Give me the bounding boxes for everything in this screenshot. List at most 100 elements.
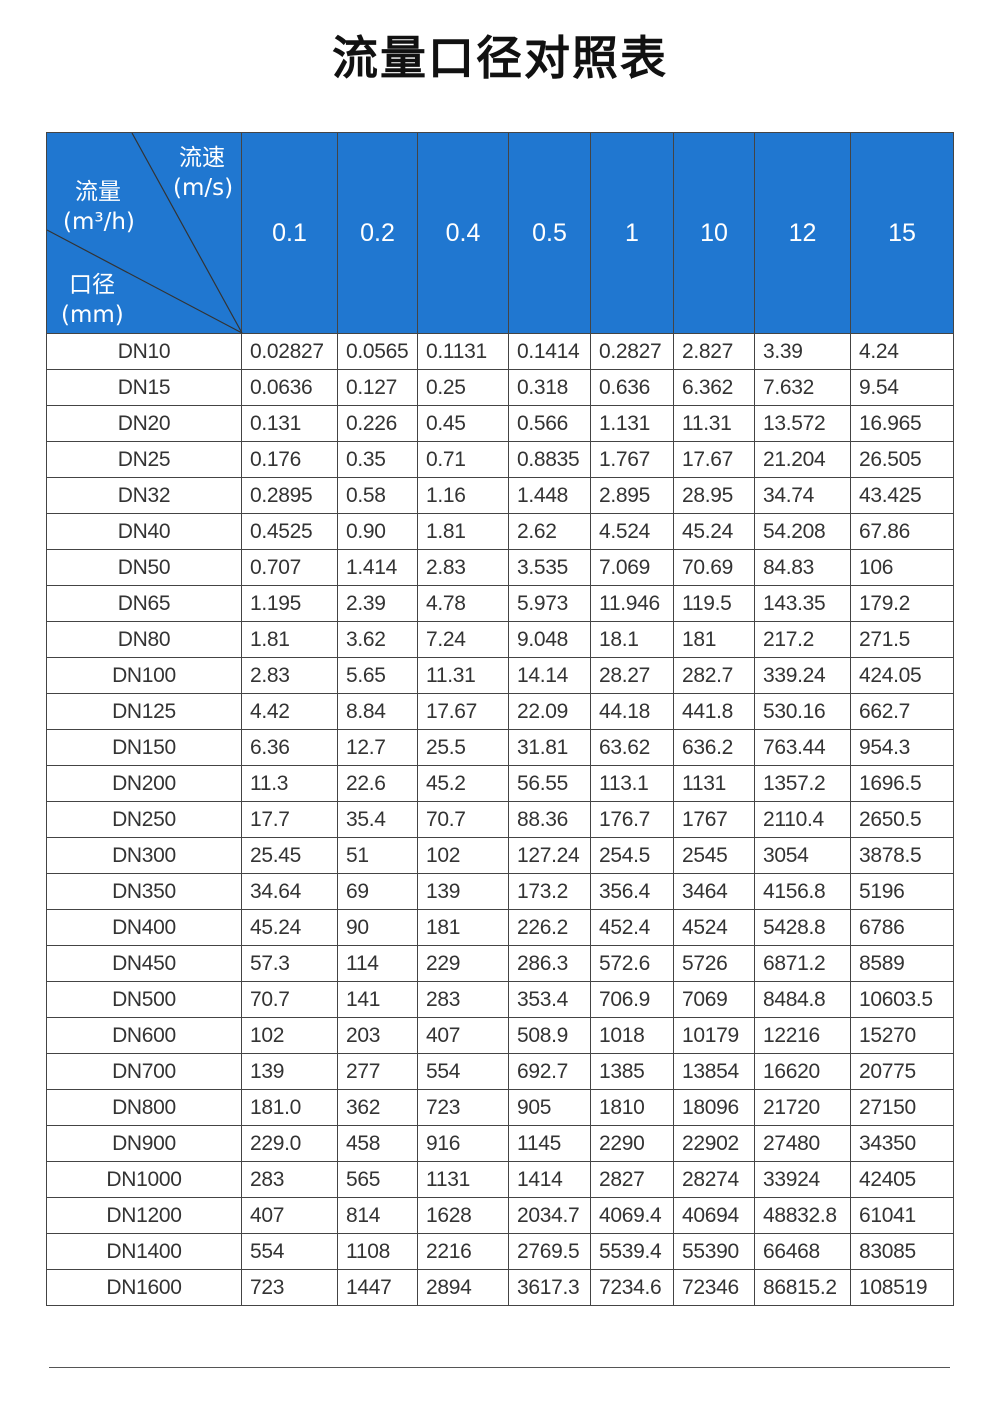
bottom-divider [49,1367,950,1368]
corner-header-cell: 流速 (m/s) 流量 (m³/h) 口径 (mm) [46,132,243,334]
flow-value-cell: 2216 [417,1233,509,1270]
flow-value-cell: 88.36 [508,801,591,838]
flow-value-cell: 27480 [754,1125,851,1162]
table-row: DN80 1.81 3.62 7.24 9.048 18.1 181 217.2 271.5 [46,621,954,658]
flow-value-cell: 21.204 [754,441,851,478]
diameter-cell: DN20 [46,405,242,442]
flow-value-cell: 0.636 [590,369,674,406]
flow-value-cell: 17.7 [241,801,338,838]
table-row: DN25 0.176 0.35 0.71 0.8835 1.767 17.67 21.204 2… [46,441,954,478]
table-row: DN700 139 277 554 692.7 1385 13854 16620 20775 [46,1053,954,1090]
flow-value-cell: 28274 [673,1161,755,1198]
flow-value-cell: 86815.2 [754,1269,851,1306]
diameter-cell: DN700 [46,1053,242,1090]
flow-value-cell: 28.27 [590,657,674,694]
page-title: 流量口径对照表 [332,31,668,85]
flow-value-cell: 22902 [673,1125,755,1162]
flow-value-cell: 554 [417,1053,509,1090]
flow-value-cell: 176.7 [590,801,674,838]
flow-value-cell: 217.2 [754,621,851,658]
diameter-cell: DN150 [46,729,242,766]
flow-value-cell: 1018 [590,1017,674,1054]
table-row: DN400 45.24 90 181 226.2 452.4 4524 5428.8 6786 [46,909,954,946]
diameter-cell: DN65 [46,585,242,622]
flow-value-cell: 203 [337,1017,418,1054]
flow-value-cell: 1767 [673,801,755,838]
diameter-cell: DN800 [46,1089,242,1126]
flow-value-cell: 17.67 [673,441,755,478]
table-row: DN125 4.42 8.84 17.67 22.09 44.18 441.8 530.16 6… [46,693,954,730]
flow-value-cell: 3.62 [337,621,418,658]
flow-value-cell: 353.4 [508,981,591,1018]
flow-value-cell: 44.18 [590,693,674,730]
table-row: DN50 0.707 1.414 2.83 3.535 7.069 70.69 84.83 10… [46,549,954,586]
flow-value-cell: 83085 [850,1233,954,1270]
flow-value-cell: 3878.5 [850,837,954,874]
flow-value-cell: 173.2 [508,873,591,910]
flow-value-cell: 1.81 [241,621,338,658]
flow-value-cell: 179.2 [850,585,954,622]
flow-value-cell: 5726 [673,945,755,982]
flow-value-cell: 84.83 [754,549,851,586]
flow-value-cell: 1.131 [590,405,674,442]
flow-value-cell: 5428.8 [754,909,851,946]
flow-value-cell: 8.84 [337,693,418,730]
table-row: DN20 0.131 0.226 0.45 0.566 1.131 11.31 13.572 1… [46,405,954,442]
flow-value-cell: 21720 [754,1089,851,1126]
flow-value-cell: 0.58 [337,477,418,514]
flow-value-cell: 45.2 [417,765,509,802]
flow-value-cell: 42405 [850,1161,954,1198]
flow-value-cell: 12216 [754,1017,851,1054]
flow-value-cell: 4.24 [850,333,954,370]
flow-value-cell: 106 [850,549,954,586]
flow-value-cell: 441.8 [673,693,755,730]
diameter-cell: DN25 [46,441,242,478]
speed-unit: (m/s) [173,175,234,201]
diameter-cell: DN500 [46,981,242,1018]
table-row: DN150 6.36 12.7 25.5 31.81 63.62 636.2 763.44 95… [46,729,954,766]
flow-value-cell: 2.62 [508,513,591,550]
flow-value-cell: 254.5 [590,837,674,874]
table-row: DN65 1.195 2.39 4.78 5.973 11.946 119.5 143.35 1… [46,585,954,622]
flow-value-cell: 0.2827 [590,333,674,370]
flow-value-cell: 114 [337,945,418,982]
flow-diameter-table: 流速 (m/s) 流量 (m³/h) 口径 (mm) 0.1 0.2 0.4 0.5 1… [46,132,954,1306]
flow-value-cell: 0.4525 [241,513,338,550]
flow-value-cell: 4156.8 [754,873,851,910]
flow-value-cell: 5.973 [508,585,591,622]
flow-value-cell: 51 [337,837,418,874]
flow-value-cell: 14.14 [508,657,591,694]
flow-value-cell: 1357.2 [754,765,851,802]
flow-value-cell: 9.54 [850,369,954,406]
flow-value-cell: 34350 [850,1125,954,1162]
flow-value-cell: 1414 [508,1161,591,1198]
velocity-header-0.5: 0.5 [508,132,591,334]
diameter-cell: DN250 [46,801,242,838]
flow-value-cell: 565 [337,1161,418,1198]
flow-value-cell: 723 [241,1269,338,1306]
flow-value-cell: 1108 [337,1233,418,1270]
velocity-header-0.2: 0.2 [337,132,418,334]
flow-value-cell: 1.81 [417,513,509,550]
flow-value-cell: 67.86 [850,513,954,550]
flow-value-cell: 2894 [417,1269,509,1306]
flow-value-cell: 2110.4 [754,801,851,838]
flow-value-cell: 2827 [590,1161,674,1198]
velocity-header-15: 15 [850,132,954,334]
diameter-cell: DN80 [46,621,242,658]
flow-value-cell: 0.1414 [508,333,591,370]
velocity-header-0.1: 0.1 [241,132,338,334]
flow-value-cell: 143.35 [754,585,851,622]
diameter-cell: DN10 [46,333,242,370]
diameter-cell: DN32 [46,477,242,514]
flow-value-cell: 1628 [417,1197,509,1234]
flow-value-cell: 11.3 [241,765,338,802]
flow-value-cell: 814 [337,1197,418,1234]
flow-value-cell: 11.946 [590,585,674,622]
flow-value-cell: 1.195 [241,585,338,622]
flow-value-cell: 2.83 [417,549,509,586]
diameter-cell: DN40 [46,513,242,550]
flow-value-cell: 4069.4 [590,1197,674,1234]
table-row: DN350 34.64 69 139 173.2 356.4 3464 4156.8 5196 [46,873,954,910]
flow-value-cell: 407 [417,1017,509,1054]
